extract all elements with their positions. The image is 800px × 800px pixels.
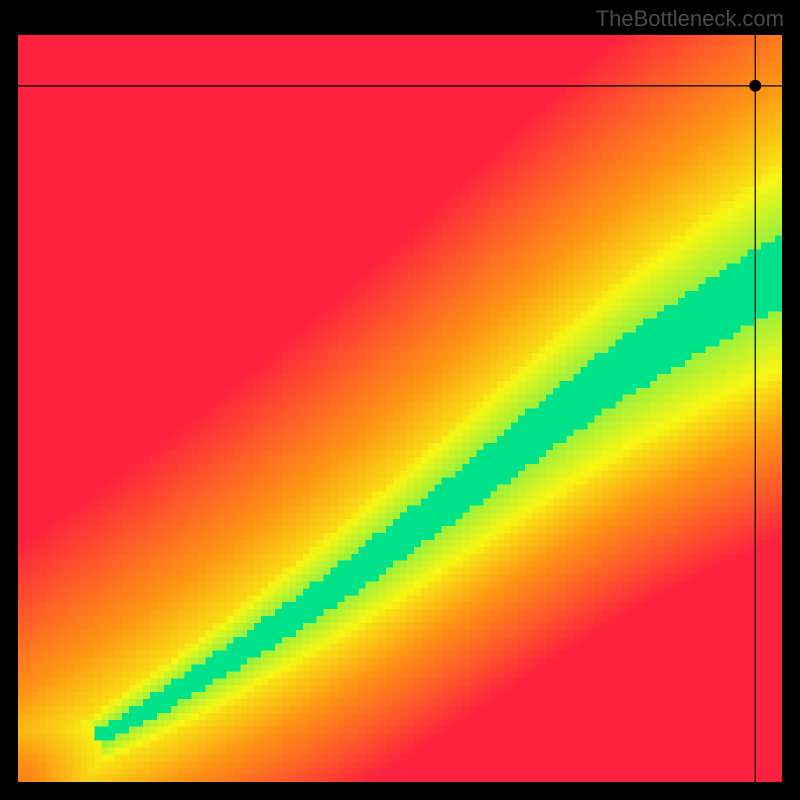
watermark-text: TheBottleneck.com [596,6,784,32]
bottleneck-heatmap [18,35,782,782]
crosshair-overlay [18,35,782,782]
